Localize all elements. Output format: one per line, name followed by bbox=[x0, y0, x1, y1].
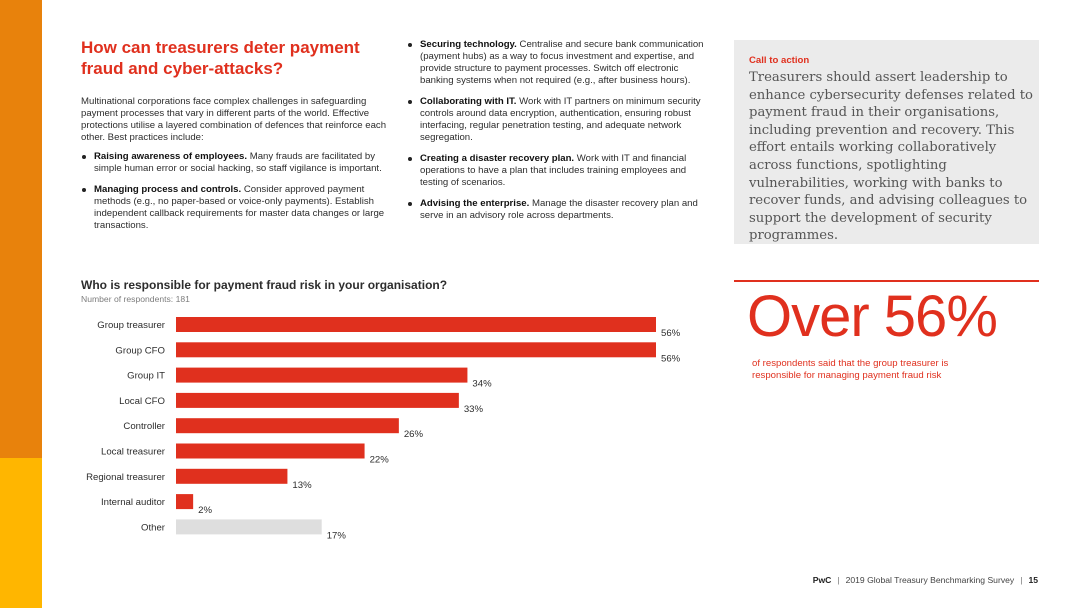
value-label: 22% bbox=[370, 455, 390, 466]
practice-title: Managing process and controls. bbox=[94, 184, 242, 195]
best-practices-list-left: Raising awareness of employees. Many fra… bbox=[81, 151, 391, 241]
practice-item: Creating a disaster recovery plan. Work … bbox=[407, 153, 712, 189]
value-label: 56% bbox=[661, 353, 681, 364]
bar bbox=[176, 342, 656, 358]
practice-item: Collaborating with IT. Work with IT part… bbox=[407, 96, 712, 144]
cta-text: Treasurers should assert leadership to e… bbox=[749, 70, 1033, 244]
value-label: 56% bbox=[661, 328, 681, 339]
practice-title: Creating a disaster recovery plan. bbox=[420, 153, 575, 164]
footer-separator: | bbox=[1020, 575, 1023, 585]
bar bbox=[176, 468, 288, 484]
category-label: Local treasurer bbox=[101, 447, 166, 458]
sidebar-accent-bottom bbox=[0, 458, 42, 608]
practice-text: Many frauds are facilitated by simple hu… bbox=[94, 151, 382, 174]
category-label: Other bbox=[141, 522, 166, 533]
category-label: Group CFO bbox=[115, 345, 165, 356]
value-label: 17% bbox=[327, 530, 347, 541]
value-label: 33% bbox=[464, 404, 484, 415]
category-label: Regional treasurer bbox=[86, 472, 166, 483]
bar bbox=[176, 519, 322, 535]
bar bbox=[176, 317, 656, 332]
practice-item: Raising awareness of employees. Many fra… bbox=[81, 151, 391, 175]
bar bbox=[176, 443, 365, 459]
practice-item: Securing technology. Centralise and secu… bbox=[407, 39, 712, 87]
bar bbox=[176, 494, 194, 510]
bar bbox=[176, 367, 468, 383]
page-footer: PwC | 2019 Global Treasury Benchmarking Su… bbox=[813, 575, 1038, 585]
practice-text: Work with IT and financial operations to… bbox=[420, 153, 687, 188]
page-heading: How can treasurers deter payment fraud a… bbox=[81, 38, 360, 78]
practice-text: Manage the disaster recovery plan and se… bbox=[420, 198, 698, 221]
best-practices-list-right: Securing technology. Centralise and secu… bbox=[407, 39, 712, 231]
footer-brand: PwC bbox=[812, 575, 832, 585]
footer-page-number: 15 bbox=[1028, 575, 1038, 585]
call-to-action-box: Call to action Treasurers should assert … bbox=[734, 40, 1039, 244]
practice-text: Consider approved payment methods (e.g.,… bbox=[94, 184, 385, 231]
intro-paragraph: Multinational corporations face complex … bbox=[81, 96, 387, 143]
sidebar-accent-top bbox=[0, 0, 42, 458]
practice-text: Work with IT partners on minimum securit… bbox=[420, 96, 701, 143]
bar-chart: Group treasurer 56% Group CFO 56% Group IT 34… bbox=[86, 317, 681, 541]
chart-subtitle: Number of respondents: 181 bbox=[81, 294, 190, 304]
category-label: Controller bbox=[123, 421, 165, 432]
category-label: Local CFO bbox=[119, 396, 165, 407]
stat-caption: of respondents said that the group treas… bbox=[752, 358, 949, 381]
stat-divider bbox=[734, 280, 1039, 282]
practice-item: Managing process and controls. Consider … bbox=[81, 184, 391, 232]
value-label: 34% bbox=[472, 379, 492, 390]
category-label: Group treasurer bbox=[97, 320, 166, 331]
practice-title: Advising the enterprise. bbox=[420, 198, 530, 209]
category-label: Group IT bbox=[127, 371, 165, 382]
footer-survey-title: 2019 Global Treasury Benchmarking Survey bbox=[845, 575, 1015, 585]
category-label: Internal auditor bbox=[101, 497, 166, 508]
practice-title: Collaborating with IT. bbox=[420, 96, 517, 107]
practice-text: Centralise and secure bank communication… bbox=[420, 39, 704, 86]
value-label: 26% bbox=[404, 429, 424, 440]
practice-item: Advising the enterprise. Manage the disa… bbox=[407, 198, 712, 222]
bar bbox=[176, 392, 459, 408]
footer-separator: | bbox=[837, 575, 840, 585]
chart-title: Who is responsible for payment fraud ris… bbox=[81, 278, 448, 292]
stat-headline: Over 56% bbox=[747, 284, 998, 349]
practice-title: Raising awareness of employees. bbox=[94, 151, 248, 162]
bar bbox=[176, 418, 399, 434]
value-label: 2% bbox=[198, 505, 212, 516]
value-label: 13% bbox=[292, 480, 312, 491]
practice-title: Securing technology. bbox=[420, 39, 517, 50]
cta-label: Call to action bbox=[749, 55, 810, 66]
